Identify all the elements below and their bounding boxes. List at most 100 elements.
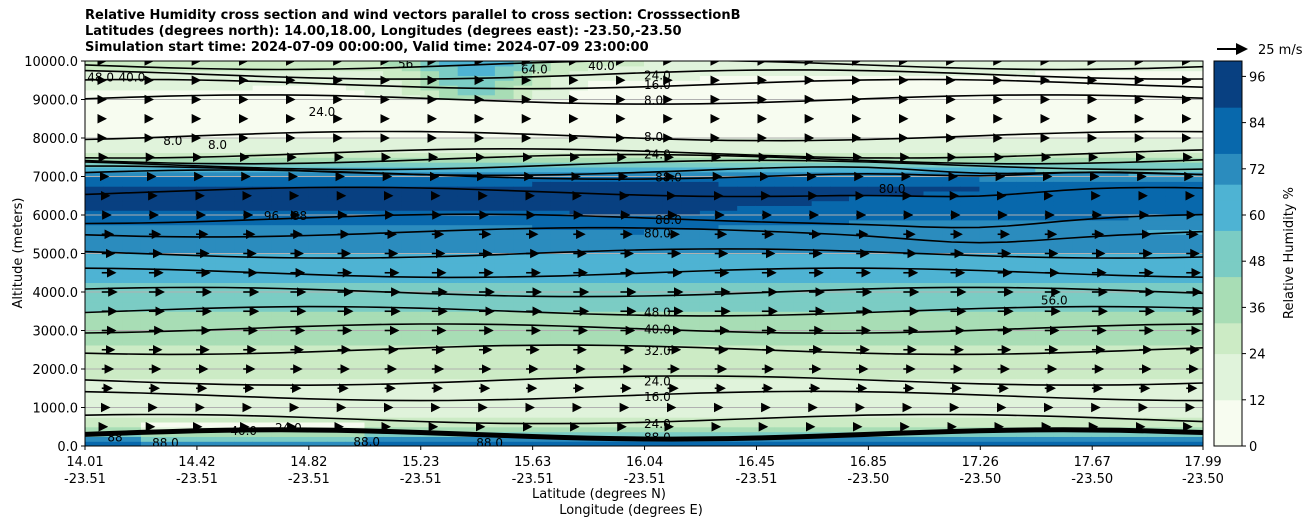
field-cell — [401, 417, 421, 423]
field-cell — [178, 75, 198, 81]
field-cell — [979, 200, 999, 206]
field-cell — [420, 181, 440, 187]
field-cell — [979, 311, 999, 317]
field-cell — [1053, 263, 1074, 269]
field-cell — [755, 253, 775, 259]
field-cell — [1109, 383, 1129, 389]
field-cell — [1072, 412, 1092, 418]
field-cell — [1109, 229, 1129, 235]
field-cell — [830, 344, 850, 351]
field-cell — [420, 301, 440, 307]
field-cell — [662, 306, 682, 312]
field-cell — [457, 369, 477, 375]
field-cell — [476, 118, 496, 125]
field-cell — [793, 417, 813, 423]
field-cell — [140, 61, 161, 67]
field-cell — [1128, 316, 1148, 322]
field-cell — [1109, 248, 1129, 255]
field-cell — [345, 402, 366, 409]
field-cell — [308, 89, 328, 96]
field-cell — [737, 325, 757, 332]
field-cell — [718, 272, 738, 279]
field-cell — [923, 65, 943, 72]
field-cell — [345, 190, 366, 197]
field-cell — [1035, 234, 1055, 240]
field-cell — [1109, 171, 1129, 178]
field-cell — [271, 340, 291, 346]
field-cell — [1035, 373, 1055, 380]
field-cell — [1072, 190, 1092, 197]
field-cell — [513, 190, 533, 197]
field-cell — [904, 205, 925, 211]
field-cell — [290, 205, 310, 211]
field-cell — [1128, 340, 1148, 346]
field-cell — [383, 354, 403, 360]
field-cell — [140, 89, 161, 96]
field-cell — [550, 195, 570, 202]
field-cell — [886, 344, 906, 351]
contour-64.0 — [85, 267, 1203, 279]
field-cell — [662, 263, 682, 269]
field-cell — [904, 219, 925, 226]
field-cell — [103, 89, 123, 96]
field-cell — [662, 61, 682, 67]
field-cell — [1184, 99, 1203, 105]
field-cell — [345, 436, 366, 442]
field-cell — [290, 277, 310, 283]
field-cell — [1091, 61, 1111, 67]
field-cell — [271, 325, 291, 332]
field-cell — [1165, 118, 1185, 125]
field-cell — [1165, 176, 1185, 182]
field-cell — [85, 388, 105, 394]
field-cell — [811, 402, 831, 409]
field-cell — [252, 364, 272, 370]
field-cell — [979, 340, 999, 346]
field-cell — [662, 282, 682, 288]
field-cell — [178, 147, 198, 153]
field-cell — [904, 128, 925, 134]
field-cell — [737, 426, 757, 433]
field-cell — [1147, 335, 1167, 341]
field-cell — [252, 258, 272, 264]
field-cell — [886, 316, 906, 322]
field-cell — [1016, 99, 1036, 105]
field-cell — [755, 354, 775, 360]
field-cell — [122, 248, 142, 255]
field-cell — [569, 441, 589, 446]
field-cell — [625, 402, 645, 409]
field-cell — [904, 243, 925, 250]
field-cell — [569, 70, 589, 76]
field-cell — [1109, 340, 1129, 346]
field-cell — [550, 123, 570, 129]
field-cell — [1016, 166, 1036, 173]
field-cell — [718, 364, 738, 370]
field-cell — [998, 282, 1018, 288]
field-cell — [867, 287, 887, 293]
field-cell — [234, 219, 254, 226]
field-cell — [457, 219, 477, 226]
field-cell — [923, 402, 943, 409]
field-cell — [793, 412, 813, 418]
field-cell — [532, 383, 552, 389]
field-cell — [1053, 320, 1074, 327]
field-cell — [290, 292, 310, 298]
field-cell — [85, 157, 105, 163]
field-cell — [550, 142, 570, 149]
field-cell — [625, 142, 645, 149]
field-cell — [979, 94, 999, 101]
field-cell — [290, 378, 310, 384]
field-cell — [513, 354, 533, 360]
field-cell — [252, 378, 272, 384]
field-cell — [1091, 417, 1111, 423]
field-cell — [196, 421, 216, 428]
field-cell — [569, 205, 589, 211]
field-cell — [1091, 436, 1111, 442]
field-cell — [234, 340, 254, 346]
field-cell — [1184, 373, 1203, 380]
field-cell — [196, 109, 216, 115]
field-cell — [1053, 407, 1074, 413]
contour-56.0 — [85, 286, 1203, 298]
field-cell — [532, 253, 552, 259]
field-cell — [252, 248, 272, 255]
field-cell — [644, 219, 664, 226]
